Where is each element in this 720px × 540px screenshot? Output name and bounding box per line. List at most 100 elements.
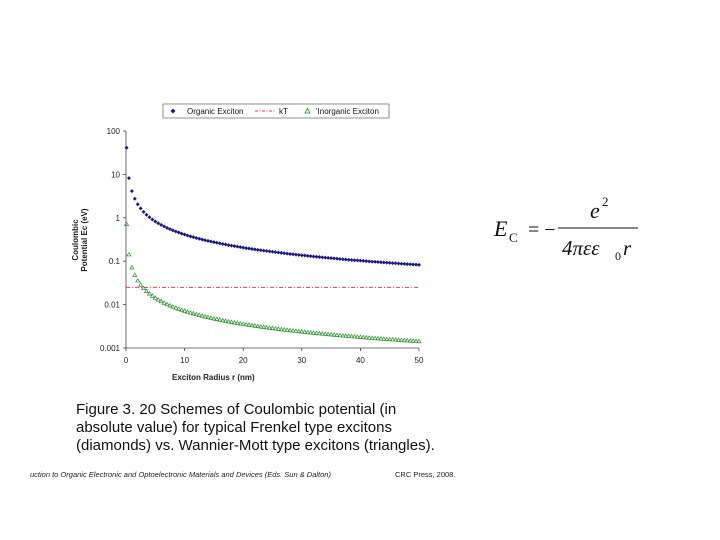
inorganic-point [205, 314, 211, 320]
organic-point [305, 253, 310, 258]
x-axis-label: Exciton Radius r (nm) [172, 373, 255, 382]
organic-point [329, 256, 334, 261]
y-tick-label: 1 [116, 214, 121, 223]
organic-point [153, 219, 158, 224]
organic-point [308, 254, 313, 259]
inorganic-point [381, 336, 387, 341]
inorganic-point [343, 333, 349, 338]
x-tick-label: 30 [297, 356, 306, 365]
organic-point [270, 249, 275, 254]
inorganic-point [354, 334, 361, 339]
legend: Organic Exciton kT 'Inorganic Exciton [162, 103, 390, 119]
inorganic-point [228, 319, 235, 324]
organic-point [232, 244, 237, 249]
inorganic-point [296, 328, 302, 334]
organic-point [264, 249, 269, 254]
organic-point [375, 260, 380, 265]
inorganic-point [217, 317, 223, 322]
organic-point [343, 257, 348, 262]
organic-point [129, 189, 134, 194]
y-axis-label-line2: Potential Ec (eV) [80, 208, 89, 271]
inorganic-point [390, 336, 396, 342]
inorganic-point [369, 335, 375, 340]
inorganic-point [132, 272, 138, 277]
organic-point [182, 232, 187, 237]
inorganic-point [167, 302, 173, 308]
inorganic-point [158, 298, 164, 304]
inorganic-point [313, 330, 320, 335]
organic-point [167, 227, 172, 232]
organic-point [150, 217, 155, 222]
organic-point [247, 246, 252, 251]
organic-point [288, 251, 293, 256]
organic-point [188, 234, 193, 239]
inorganic-point [416, 338, 422, 344]
inorganic-point [278, 326, 284, 332]
inorganic-point [387, 336, 393, 342]
legend-organic-label: Organic Exciton [187, 107, 243, 116]
y-tick-label: 100 [107, 127, 121, 136]
organic-point [334, 256, 339, 261]
x-tick-label: 50 [415, 356, 424, 365]
equation-denominator-sub: 0 [615, 249, 621, 263]
inorganic-point [123, 221, 130, 226]
inorganic-point [255, 323, 261, 329]
organic-point [249, 246, 254, 251]
equation-lhs-sub: C [509, 230, 518, 245]
inorganic-point [211, 315, 217, 321]
organic-point [358, 258, 363, 263]
organic-point [326, 255, 331, 260]
inorganic-point [138, 282, 144, 287]
organic-point [340, 257, 345, 262]
y-tick-label: 0.01 [104, 301, 120, 310]
inorganic-point [181, 308, 188, 313]
organic-point [214, 240, 219, 245]
organic-point [279, 250, 284, 255]
series-organic-exciton [124, 145, 421, 267]
inorganic-point [243, 321, 249, 327]
inorganic-point [155, 297, 161, 302]
organic-point [267, 249, 272, 254]
inorganic-point [246, 322, 252, 327]
organic-point [229, 243, 234, 248]
organic-point [390, 261, 395, 266]
organic-point [241, 245, 246, 250]
organic-point [261, 248, 266, 253]
organic-point [396, 261, 401, 266]
caption-line-2: absolute value) for typical Frenkel type… [76, 419, 392, 436]
legend-kt-label: kT [279, 107, 288, 116]
inorganic-point [266, 325, 273, 330]
inorganic-point [164, 301, 170, 307]
organic-point [203, 238, 208, 243]
x-tick-label: 20 [239, 356, 248, 365]
inorganic-point [199, 313, 205, 318]
inorganic-point [252, 323, 258, 328]
inorganic-point [366, 335, 372, 340]
inorganic-point [220, 317, 226, 323]
inorganic-point [325, 331, 331, 337]
organic-point [208, 239, 213, 244]
inorganic-point [149, 293, 155, 298]
tick-group [123, 130, 420, 351]
inorganic-point [299, 329, 305, 334]
inorganic-point [258, 324, 264, 329]
inorganic-point [249, 322, 255, 328]
inorganic-point [328, 331, 334, 337]
organic-point [381, 260, 386, 265]
organic-point [200, 237, 205, 242]
organic-point [235, 244, 240, 249]
inorganic-point [223, 318, 229, 323]
publisher-source: CRC Press, 2008. [395, 470, 456, 479]
organic-point [364, 259, 369, 264]
inorganic-point [214, 316, 220, 322]
inorganic-point [410, 338, 416, 343]
organic-point [226, 243, 231, 248]
inorganic-point [351, 333, 358, 339]
inorganic-point [310, 330, 317, 335]
organic-point [138, 206, 143, 211]
inorganic-point [413, 338, 419, 343]
inorganic-point [275, 326, 281, 331]
inorganic-point [176, 306, 182, 311]
